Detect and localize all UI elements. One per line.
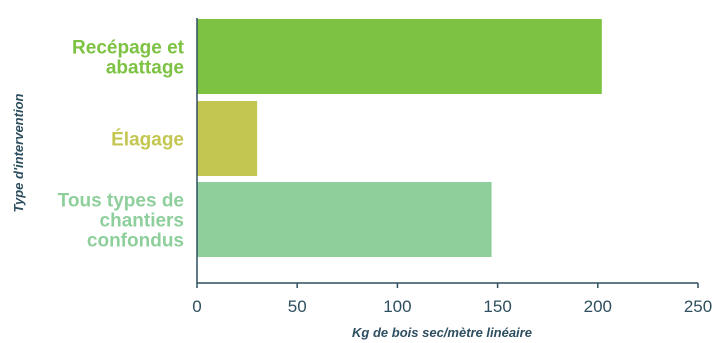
category-label-1: Élagage <box>111 129 184 151</box>
x-tick-label: 150 <box>483 297 511 316</box>
category-label-line: confondus <box>87 231 184 252</box>
category-label-2: Tous types de chantiers confondus <box>58 191 184 252</box>
bar-2 <box>197 182 492 257</box>
x-tick-label: 250 <box>684 297 712 316</box>
x-tick-label: 200 <box>584 297 612 316</box>
bars-group <box>197 19 602 257</box>
category-label-line: Élagage <box>111 129 184 151</box>
category-label-line: Tous types de <box>58 191 184 212</box>
x-ticks: 0 50 100 150 200 250 <box>192 283 712 316</box>
category-label-line: abattage <box>106 58 184 79</box>
x-tick-label: 100 <box>383 297 411 316</box>
category-label-line: chantiers <box>100 211 184 232</box>
x-axis-title: Kg de bois sec/mètre linéaire <box>352 325 532 340</box>
bar-1 <box>197 101 258 176</box>
x-tick-label: 0 <box>192 297 201 316</box>
y-axis-title: Type d'intervention <box>11 93 26 212</box>
category-label-line: Recépage et <box>72 38 185 59</box>
category-label-0: Recépage et abattage <box>72 38 185 79</box>
bar-0 <box>197 19 602 94</box>
x-tick-label: 50 <box>288 297 307 316</box>
